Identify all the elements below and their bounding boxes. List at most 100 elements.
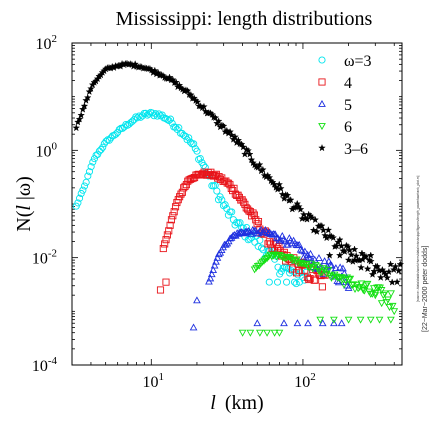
data-point [386,260,395,268]
series-5-points [72,59,405,286]
data-point [308,213,316,222]
data-point [388,278,396,286]
legend-marker [318,56,326,64]
data-point [327,261,336,269]
data-point [244,146,252,154]
data-point [200,102,208,110]
data-point [265,173,274,181]
series-3-points [189,225,353,331]
data-point [304,263,312,271]
data-point [292,280,300,288]
data-point [348,282,356,290]
data-point [311,215,320,224]
data-point [257,260,265,268]
data-point [275,180,284,188]
data-point [83,93,92,101]
data-point [193,98,202,106]
data-point [105,136,113,144]
data-point [255,160,264,168]
data-point [167,216,176,224]
data-point [162,236,170,244]
x-tick-label: 102 [294,371,316,391]
data-point [200,161,208,169]
data-point [316,316,325,324]
data-point [384,296,392,304]
data-point [301,247,309,255]
data-point [193,147,201,155]
data-point [272,233,281,241]
data-point [228,208,236,216]
data-point [233,229,242,237]
data-point [367,257,375,265]
legend-label: 6 [344,119,352,136]
data-point [344,256,353,264]
data-point [344,276,353,284]
data-point [256,236,264,244]
data-point [366,251,375,259]
legend-item: 3–6 [318,141,368,158]
data-point [259,246,267,254]
data-point [183,86,192,95]
data-point [156,286,165,294]
data-point [213,253,222,261]
data-point [253,319,262,327]
data-point [293,199,302,208]
data-point [102,137,110,145]
data-point [340,281,348,289]
data-point [153,112,161,120]
data-point [277,184,285,192]
data-point [208,110,216,118]
data-point [72,123,81,132]
data-point [163,231,171,239]
data-point [351,256,359,264]
data-point [312,276,320,284]
data-point [345,246,354,254]
data-point [344,283,353,291]
data-point [330,319,338,327]
y-tick-label: 100 [36,140,58,160]
data-point [283,191,292,199]
data-point [288,265,297,273]
data-point [214,117,223,125]
series-1-points [72,108,310,288]
data-point [359,287,368,295]
y-tick-label: 10-4 [32,355,58,375]
data-point [99,143,107,151]
data-point [344,242,352,250]
data-point [306,275,314,283]
data-point [189,323,198,331]
side-note-date: [22−Mar−2000 peter dodds] [422,246,429,332]
data-point [376,273,385,281]
data-point [166,115,175,123]
data-point [226,127,234,136]
data-point [313,227,321,235]
data-point [77,189,85,198]
data-point [296,245,305,253]
data-point [246,329,255,337]
data-point [169,212,177,220]
data-point [227,131,236,139]
data-point [327,274,336,282]
data-point [393,278,401,286]
y-tick-label: 102 [36,33,58,53]
data-point [159,244,167,253]
data-point [375,316,384,324]
data-point [318,269,326,277]
data-point [347,250,356,259]
data-point [277,253,286,261]
data-point [363,280,372,288]
data-point [280,319,288,327]
data-point [273,278,282,286]
data-point [357,263,365,271]
data-point [74,199,82,207]
axis-ticks [71,42,402,366]
data-point [275,243,283,251]
data-point [293,319,302,327]
data-point [282,255,290,263]
data-point [315,268,323,275]
data-point [380,290,389,298]
data-point [212,257,220,265]
data-point [377,300,386,308]
series-4-points [238,251,399,337]
data-point [337,319,346,327]
